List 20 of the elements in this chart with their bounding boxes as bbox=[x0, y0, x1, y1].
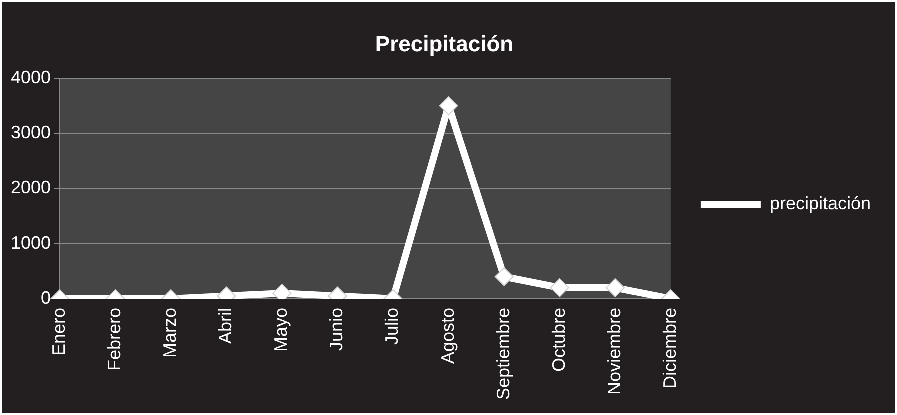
y-tick-label: 2000 bbox=[10, 178, 52, 198]
y-tick-label: 4000 bbox=[10, 67, 52, 88]
x-tick-label: Septiembre bbox=[493, 308, 514, 400]
x-tick-label: Febrero bbox=[104, 308, 125, 371]
legend-label: precipitación bbox=[770, 193, 872, 214]
point bbox=[439, 96, 458, 116]
x-tick-label: Mayo bbox=[271, 308, 292, 352]
x-tick-label: Junio bbox=[326, 308, 347, 351]
chart-title: Precipitación bbox=[375, 31, 514, 56]
y-tick-label: 3000 bbox=[10, 122, 52, 143]
x-tick-label: Enero bbox=[49, 308, 70, 356]
x-tick-label: Diciembre bbox=[660, 308, 680, 389]
x-tick-label: Noviembre bbox=[604, 308, 624, 395]
y-tick-label: 0 bbox=[41, 288, 52, 308]
y-tick-label: 1000 bbox=[10, 232, 52, 253]
x-tick-label: Julio bbox=[382, 308, 402, 345]
x-tick-label: Marzo bbox=[160, 308, 180, 358]
x-tick-label: Octubre bbox=[548, 308, 569, 372]
x-tick-label: Agosto bbox=[438, 308, 458, 364]
x-tick-label: Abril bbox=[216, 308, 236, 344]
